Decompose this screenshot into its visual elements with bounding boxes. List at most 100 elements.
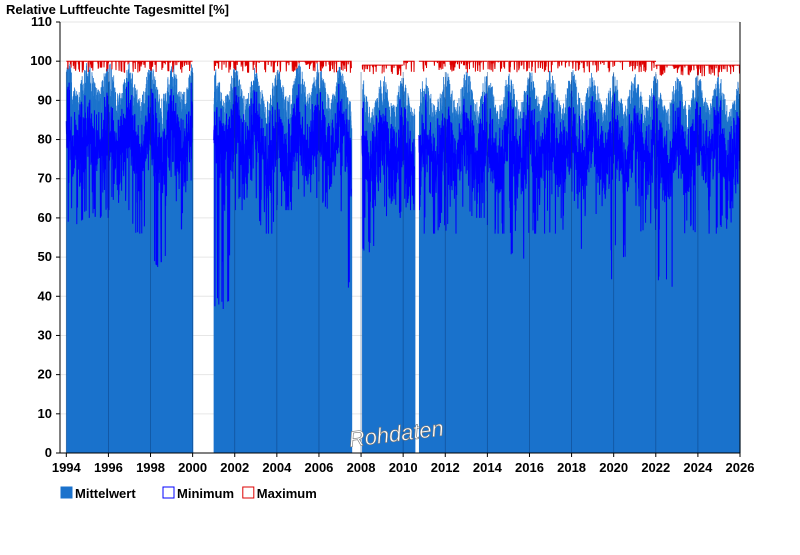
min-line — [423, 93, 446, 234]
chart-title: Relative Luftfeuchte Tagesmittel [%] — [6, 2, 229, 17]
y-tick-label: 40 — [38, 288, 52, 303]
max-line — [529, 60, 551, 73]
legend-swatch-maximum — [242, 486, 255, 499]
max-line — [361, 64, 382, 75]
min-line — [234, 86, 257, 211]
max-line — [508, 60, 530, 73]
x-tick-label: 2010 — [389, 460, 418, 475]
min-line — [107, 81, 130, 211]
x-tick-labels: 1994 1996 1998 2000 2002 2004 2006 2008 2010 2012… — [52, 453, 754, 475]
max-line — [107, 60, 130, 73]
min-line — [444, 98, 467, 234]
max-line — [340, 60, 352, 73]
min-line — [381, 99, 404, 218]
x-tick-label: 2008 — [347, 460, 376, 475]
x-tick-label: 2016 — [515, 460, 544, 475]
min-line — [697, 96, 720, 234]
legend-swatch-minimum — [162, 486, 175, 499]
max-line — [171, 60, 193, 73]
min-line — [613, 93, 636, 258]
min-line — [150, 88, 172, 268]
min-line — [507, 91, 530, 259]
min-line — [339, 98, 352, 288]
max-line — [487, 60, 509, 72]
x-tick-label: 2014 — [473, 460, 503, 475]
max-line — [634, 60, 657, 73]
x-tick-label: 2002 — [220, 460, 249, 475]
min-line — [550, 92, 572, 234]
legend: Mittelwert Minimum Maximum — [60, 486, 317, 501]
y-tick-label: 80 — [38, 132, 52, 147]
min-line — [418, 114, 425, 211]
legend-label-minimum: Minimum — [177, 486, 234, 501]
min-line — [402, 107, 416, 211]
min-line — [297, 84, 320, 199]
max-line — [466, 60, 488, 73]
max-line — [676, 64, 699, 76]
y-tick-label: 110 — [31, 14, 52, 29]
max-line — [150, 60, 172, 73]
x-tick-label: 1994 — [52, 460, 82, 475]
max-line — [592, 60, 614, 73]
y-tick-label: 70 — [38, 171, 52, 186]
y-tick-label: 0 — [45, 445, 52, 460]
max-line — [655, 64, 678, 76]
max-line — [571, 60, 593, 73]
max-line — [129, 60, 151, 73]
max-line — [550, 60, 572, 73]
y-tick-label: 60 — [38, 210, 52, 225]
min-line — [718, 100, 741, 229]
x-tick-label: 2012 — [431, 460, 460, 475]
max-line — [234, 60, 256, 73]
min-line — [655, 100, 678, 287]
axes — [59, 22, 741, 454]
min-line — [276, 95, 299, 211]
min-line — [592, 101, 614, 280]
max-line — [613, 60, 635, 72]
min-line — [465, 93, 488, 218]
max-line — [424, 60, 446, 71]
min-line — [65, 82, 88, 225]
min-line — [676, 100, 699, 234]
min-line — [634, 95, 657, 232]
min-line — [361, 101, 383, 253]
x-tick-label: 2022 — [641, 460, 670, 475]
y-tick-label: 90 — [38, 92, 52, 107]
max-line — [276, 60, 298, 73]
y-tick-label: 30 — [38, 327, 52, 342]
x-tick-label: 2000 — [178, 460, 207, 475]
x-tick-label: 2024 — [683, 460, 713, 475]
max-line — [697, 64, 720, 77]
min-line — [255, 91, 278, 234]
min-line — [213, 87, 236, 310]
minimum-series — [65, 81, 741, 310]
max-line — [403, 60, 415, 73]
y-tick-label: 100 — [30, 53, 52, 68]
x-tick-label: 2006 — [304, 460, 333, 475]
legend-swatch-mittelwert — [60, 486, 73, 499]
x-tick-label: 2020 — [599, 460, 628, 475]
maximum-series — [66, 60, 741, 77]
min-line — [571, 90, 593, 249]
max-line — [381, 64, 403, 76]
max-line — [318, 60, 340, 73]
max-line — [297, 60, 319, 72]
min-line — [486, 106, 509, 234]
max-line — [87, 60, 109, 73]
y-tick-label: 10 — [38, 406, 52, 421]
min-line — [86, 92, 109, 218]
max-line — [418, 60, 425, 72]
legend-label-mittelwert: Mittelwert — [75, 486, 136, 501]
x-tick-label: 2004 — [262, 460, 292, 475]
max-line — [445, 60, 467, 72]
y-tick-label: 50 — [38, 249, 52, 264]
y-tick-label: 20 — [38, 367, 52, 382]
mean-bar — [414, 146, 416, 454]
min-line — [129, 94, 151, 234]
max-line — [718, 64, 741, 75]
y-tick-labels: 0 10 20 30 40 50 60 70 80 90 100 110 — [30, 14, 60, 460]
mean-bar — [351, 128, 353, 454]
max-line — [66, 60, 88, 73]
